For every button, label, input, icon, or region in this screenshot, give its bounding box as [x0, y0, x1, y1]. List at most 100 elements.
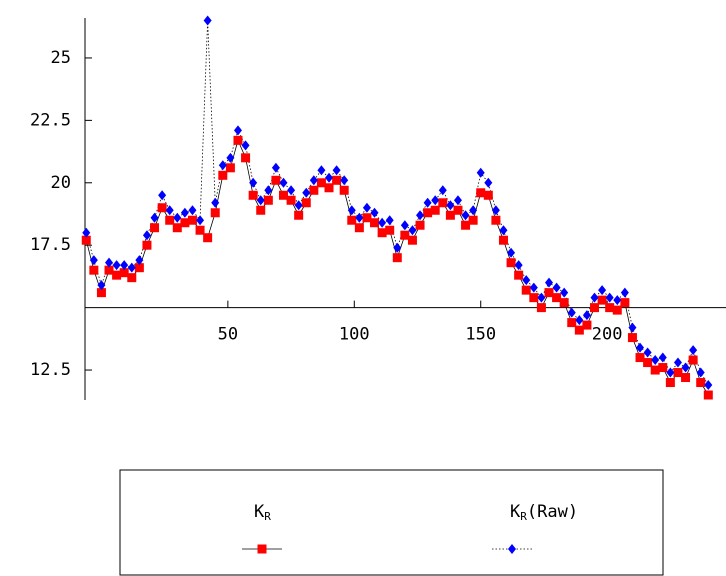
legend-subscript: R: [520, 510, 527, 523]
square-marker: [559, 298, 569, 308]
square-marker: [681, 373, 691, 383]
square-marker: [650, 365, 660, 375]
series-line: [85, 139, 709, 396]
square-marker: [309, 185, 319, 195]
diamond-marker: [689, 345, 698, 356]
square-marker: [263, 195, 273, 205]
diamond-marker: [522, 275, 531, 286]
square-marker: [385, 225, 395, 235]
diamond-marker: [196, 215, 205, 226]
y-tick-label: 25: [51, 48, 71, 68]
diamond-marker: [476, 167, 485, 178]
square-marker: [89, 265, 99, 275]
square-marker: [370, 218, 380, 228]
square-marker: [423, 208, 433, 218]
square-marker: [150, 223, 160, 233]
y-tick-label: 20: [51, 173, 71, 193]
legend-box: [119, 469, 664, 576]
square-marker: [96, 288, 106, 298]
square-marker: [696, 378, 706, 388]
square-marker: [271, 175, 281, 185]
diamond-marker: [218, 160, 227, 171]
diamond-marker: [537, 292, 546, 303]
square-marker: [248, 190, 258, 200]
square-marker: [521, 285, 531, 295]
diamond-marker: [393, 242, 402, 253]
diamond-marker: [188, 205, 197, 216]
square-marker: [400, 230, 410, 240]
diamond-marker: [400, 220, 409, 231]
diamond-marker: [461, 210, 470, 221]
diamond-marker: [438, 185, 447, 196]
diamond-marker: [453, 195, 462, 206]
square-marker: [301, 198, 311, 208]
square-marker: [536, 303, 546, 313]
square-marker: [703, 390, 713, 400]
diamond-marker: [385, 215, 394, 226]
square-marker: [392, 253, 402, 263]
square-marker: [142, 240, 152, 250]
y-tick-label: 17.5: [30, 235, 71, 255]
square-marker: [203, 233, 213, 243]
diamond-marker: [658, 352, 667, 363]
diamond-marker: [211, 197, 220, 208]
diamond-marker: [294, 200, 303, 211]
diamond-marker: [598, 285, 607, 296]
diamond-marker: [317, 165, 326, 176]
square-marker: [256, 205, 266, 215]
diamond-marker: [287, 185, 296, 196]
legend-label: KR(Raw): [510, 502, 578, 523]
square-marker: [127, 273, 137, 283]
x-tick-label: 50: [218, 325, 238, 345]
diamond-marker: [681, 362, 690, 373]
diamond-marker: [150, 212, 159, 223]
square-marker: [476, 188, 486, 198]
diamond-marker: [112, 260, 121, 271]
square-marker: [544, 288, 554, 298]
square-marker: [241, 153, 251, 163]
square-marker: [468, 215, 478, 225]
diamond-marker: [491, 205, 500, 216]
diamond-marker: [271, 162, 280, 173]
diamond-marker: [332, 165, 341, 176]
square-marker: [597, 295, 607, 305]
diamond-marker: [408, 225, 417, 236]
diamond-marker: [552, 282, 561, 293]
diamond-marker: [233, 125, 242, 136]
diamond-marker: [696, 367, 705, 378]
square-marker: [590, 303, 600, 313]
square-marker: [362, 213, 372, 223]
square-marker: [415, 220, 425, 230]
diamond-marker: [529, 282, 538, 293]
square-marker: [605, 303, 615, 313]
diamond-marker: [431, 195, 440, 206]
square-marker: [165, 215, 175, 225]
diamond-marker: [279, 177, 288, 188]
diamond-marker: [362, 202, 371, 213]
diamond-marker: [582, 310, 591, 321]
diamond-marker: [370, 207, 379, 218]
diamond-marker: [180, 207, 189, 218]
legend-name: K: [510, 502, 521, 522]
square-marker: [643, 358, 653, 368]
diamond-marker: [507, 247, 516, 258]
diamond-marker: [249, 177, 258, 188]
diamond-marker: [241, 140, 250, 151]
diamond-marker: [567, 307, 576, 318]
diamond-marker: [620, 287, 629, 298]
x-tick-label: 100: [339, 325, 370, 345]
legend-name: K: [254, 502, 265, 522]
diamond-marker: [666, 367, 675, 378]
diamond-marker: [575, 315, 584, 326]
square-marker: [218, 170, 228, 180]
square-marker: [438, 198, 448, 208]
diamond-marker: [378, 217, 387, 228]
diamond-marker: [514, 260, 523, 271]
diamond-marker: [643, 347, 652, 358]
diamond-marker: [651, 355, 660, 366]
square-marker: [233, 135, 243, 145]
square-marker: [552, 293, 562, 303]
square-marker: [582, 320, 592, 330]
